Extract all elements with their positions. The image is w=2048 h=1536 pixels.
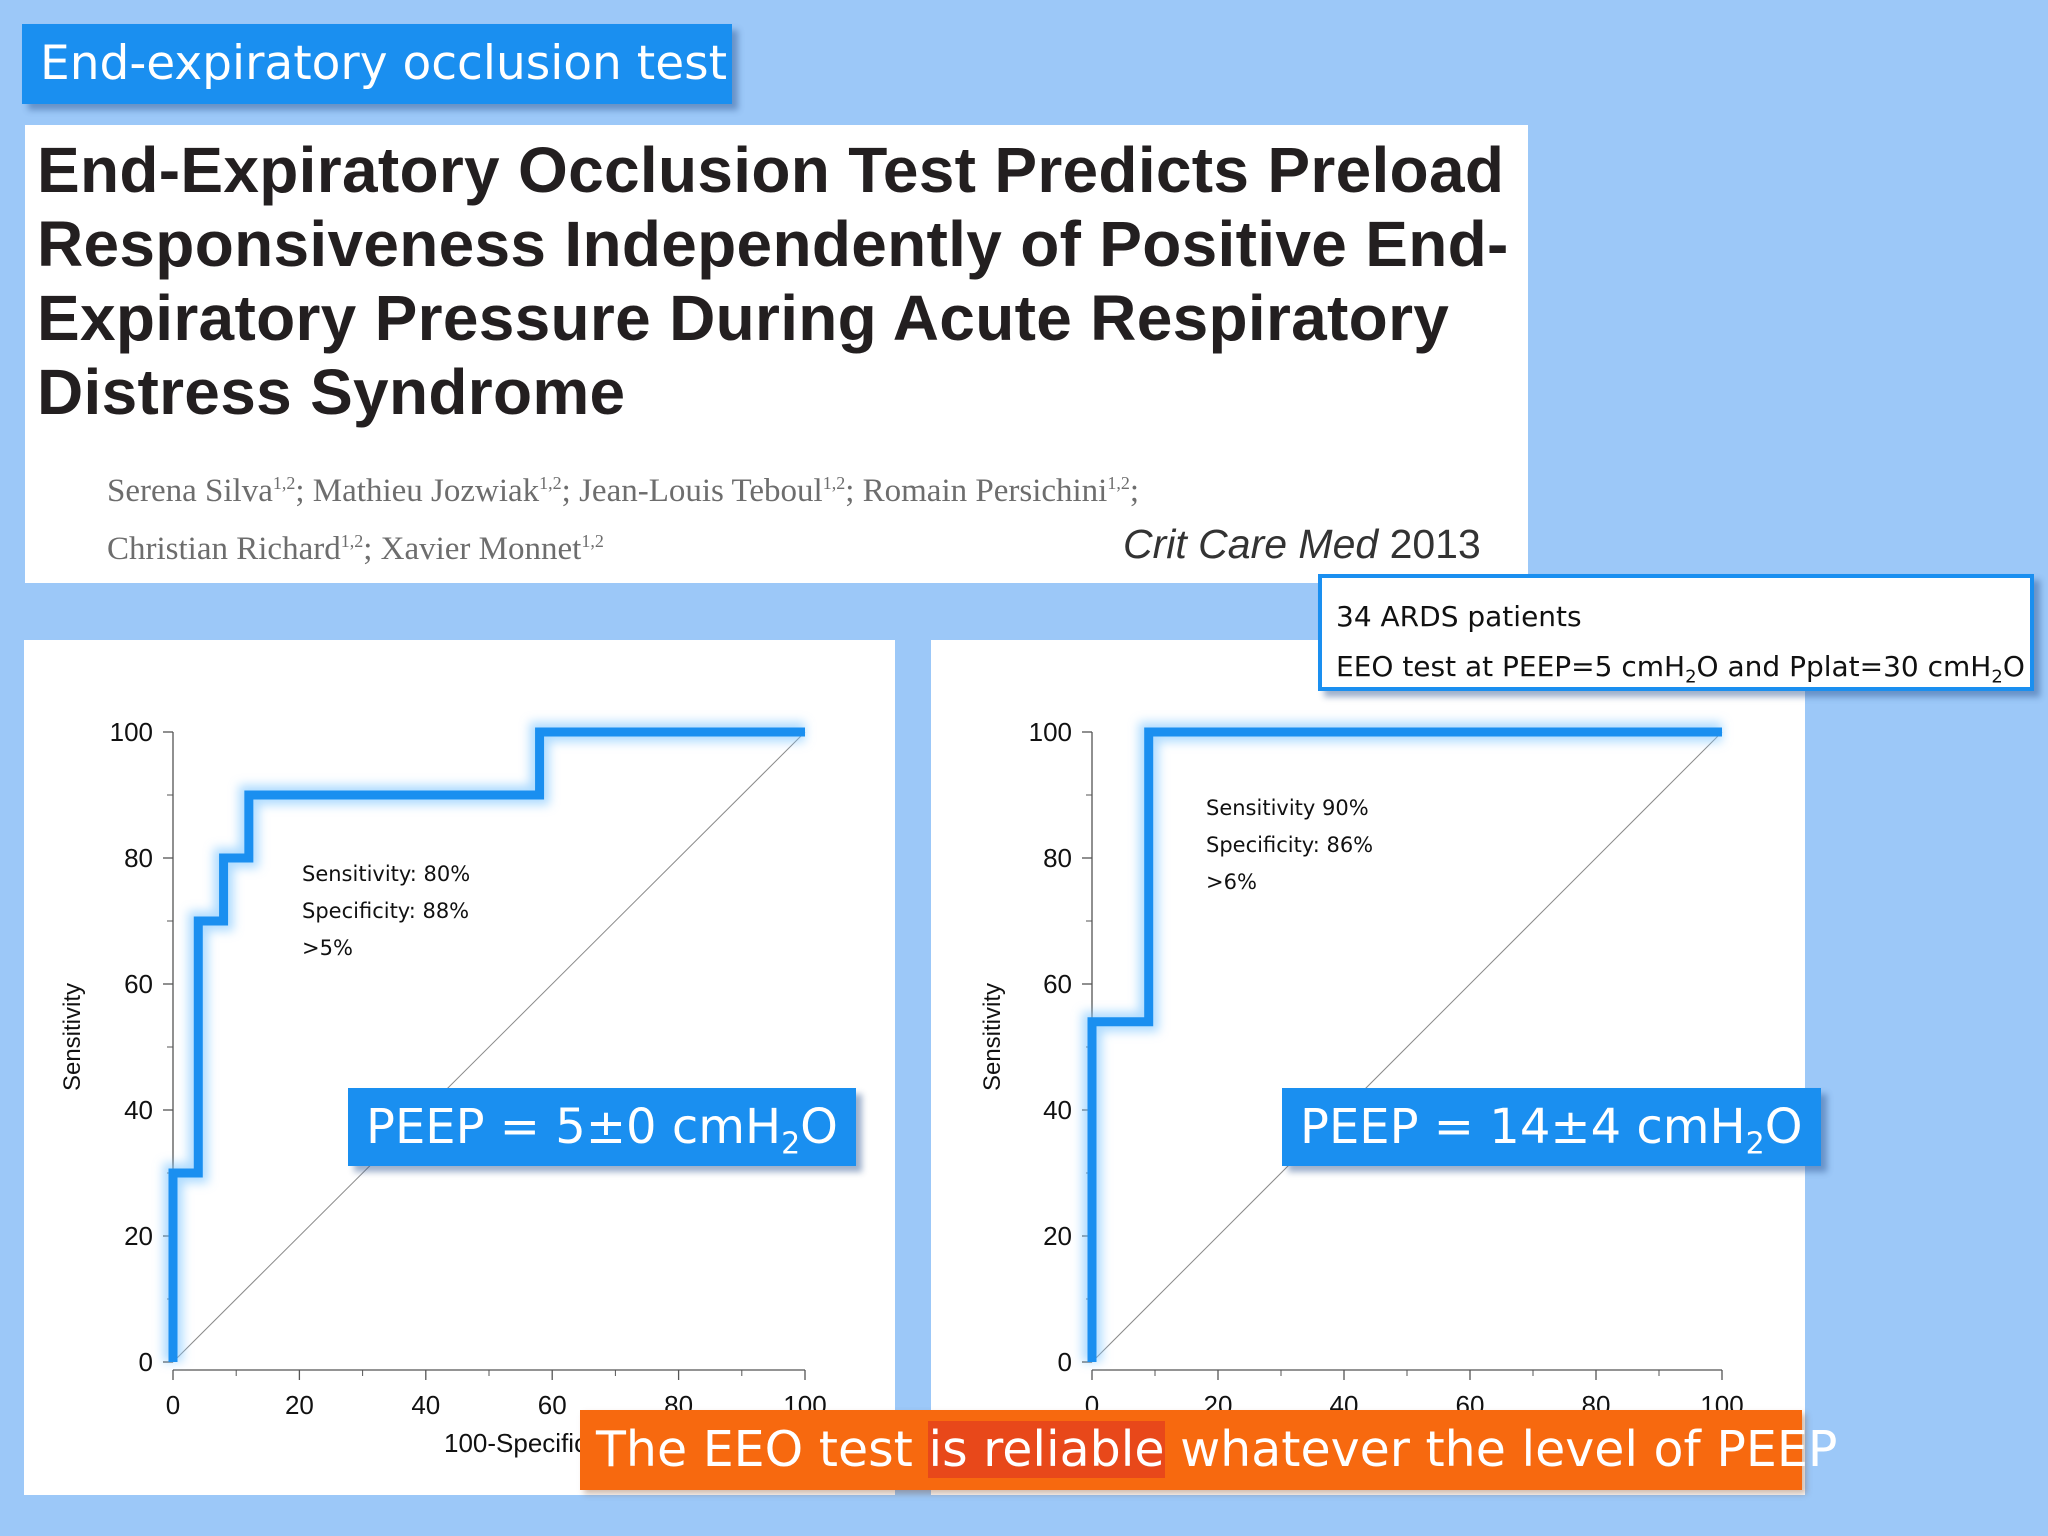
peep-label-right-tail: O <box>1764 1099 1803 1155</box>
right-roc-curve <box>1087 727 1722 1362</box>
author-name: Serena Silva <box>107 473 273 509</box>
left-annotation-line: >5% <box>302 936 353 960</box>
author-list: Serena Silva1,2; Mathieu Jozwiak1,2; Jea… <box>107 458 1257 574</box>
left-y-tick-label: 80 <box>124 843 153 873</box>
banner-highlight: is reliable <box>928 1421 1165 1478</box>
author-name: Xavier Monnet <box>380 531 582 567</box>
author-affiliation: 1,2 <box>581 531 604 551</box>
left-x-tick-label: 20 <box>285 1390 314 1420</box>
peep-label-right-text: PEEP = 14±4 cmH <box>1300 1099 1746 1155</box>
author-name: Mathieu Jozwiak <box>312 473 540 509</box>
right-reference-line <box>1091 731 1723 1363</box>
study-info-line-1: 34 ARDS patients <box>1336 600 1582 633</box>
left-y-tick-label: 20 <box>124 1221 153 1251</box>
author-affiliation: 1,2 <box>272 473 296 493</box>
author-name: Christian Richard <box>107 531 341 567</box>
left-y-tick-label: 60 <box>124 969 153 999</box>
roc-chart-right: 0 20 40 60 80 100 0 20 40 60 80 100 Sensitivity Sensi… <box>931 640 1821 1495</box>
author-affiliation: 1,2 <box>539 473 562 493</box>
peep-label-left: PEEP = 5±0 cmH2O <box>348 1088 856 1166</box>
author-separator: ; <box>845 473 863 509</box>
study-info-box: 34 ARDS patients EEO test at PEEP=5 cmH2… <box>1318 574 2034 691</box>
paper-title: End-Expiratory Occlusion Test Predicts P… <box>37 134 1509 428</box>
left-x-tick-label: 40 <box>411 1390 440 1420</box>
author-affiliation: 1,2 <box>340 531 364 551</box>
conclusion-banner: The EEO test is reliable whatever the le… <box>580 1410 1837 1490</box>
author-separator: ; <box>295 473 313 509</box>
left-reference-line <box>172 731 806 1363</box>
right-y-tick-label: 80 <box>1043 843 1072 873</box>
author-separator: ; <box>1129 473 1140 509</box>
right-y-tick-label: 40 <box>1043 1095 1072 1125</box>
right-y-tick-label: 100 <box>1029 717 1072 747</box>
citation: Crit Care Med 2013 <box>1123 521 1481 568</box>
author-affiliation: 1,2 <box>1107 473 1130 493</box>
journal-name: Crit Care Med <box>1123 521 1379 567</box>
left-x-tick-label: 60 <box>538 1390 567 1420</box>
info-sub-b: 2 <box>1991 666 2003 688</box>
info-part-b: O and Pplat=30 cmH <box>1696 650 1992 683</box>
author-affiliation: 1,2 <box>822 473 846 493</box>
author-separator: ; <box>561 473 580 509</box>
left-annotation-line: Sensitivity: 80% <box>302 862 470 886</box>
roc-chart-left: 0 20 40 60 80 100 0 20 40 60 80 100 Sensitivity 100-S… <box>24 640 895 1495</box>
right-y-tick-label: 0 <box>1058 1347 1072 1377</box>
right-annotation-line: Sensitivity 90% <box>1206 796 1369 820</box>
right-annotation-line: >6% <box>1206 870 1257 894</box>
study-info-line-2: EEO test at PEEP=5 cmH2O and Pplat=30 cm… <box>1336 642 2030 703</box>
peep-label-right-sub: 2 <box>1745 1126 1765 1162</box>
right-annotation-line: Specificity: 86% <box>1206 833 1373 857</box>
right-y-axis-label: Sensitivity <box>979 983 1006 1091</box>
right-y-tick-label: 60 <box>1043 969 1072 999</box>
paper-header: End-Expiratory Occlusion Test Predicts P… <box>25 125 1528 583</box>
info-part-c: O <box>2002 650 2025 683</box>
banner-post: whatever the level of PEEP <box>1164 1421 1838 1478</box>
right-y-tick-label: 20 <box>1043 1221 1072 1251</box>
left-y-tick-label: 100 <box>110 717 153 747</box>
left-y-tick-label: 40 <box>124 1095 153 1125</box>
peep-label-left-tail: O <box>800 1099 838 1155</box>
banner-pre: The EEO test <box>596 1421 929 1478</box>
left-y-tick-label: 0 <box>139 1347 153 1377</box>
author-name: Jean-Louis Teboul <box>579 473 823 509</box>
info-part-a: EEO test at PEEP=5 cmH <box>1336 650 1686 683</box>
left-annotation-line: Specificity: 88% <box>302 899 469 923</box>
info-sub-a: 2 <box>1685 666 1697 688</box>
peep-label-left-text: PEEP = 5±0 cmH <box>366 1099 782 1155</box>
slide-title: End-expiratory occlusion test <box>22 24 732 104</box>
left-roc-curve <box>168 727 805 1362</box>
left-y-axis-label: Sensitivity <box>59 983 86 1091</box>
author-name: Romain Persichini <box>862 473 1108 509</box>
publication-year: 2013 <box>1389 521 1481 567</box>
left-x-tick-label: 0 <box>166 1390 180 1420</box>
author-separator: ; <box>363 531 381 567</box>
peep-label-right: PEEP = 14±4 cmH2O <box>1282 1088 1821 1166</box>
peep-label-left-sub: 2 <box>781 1126 801 1162</box>
